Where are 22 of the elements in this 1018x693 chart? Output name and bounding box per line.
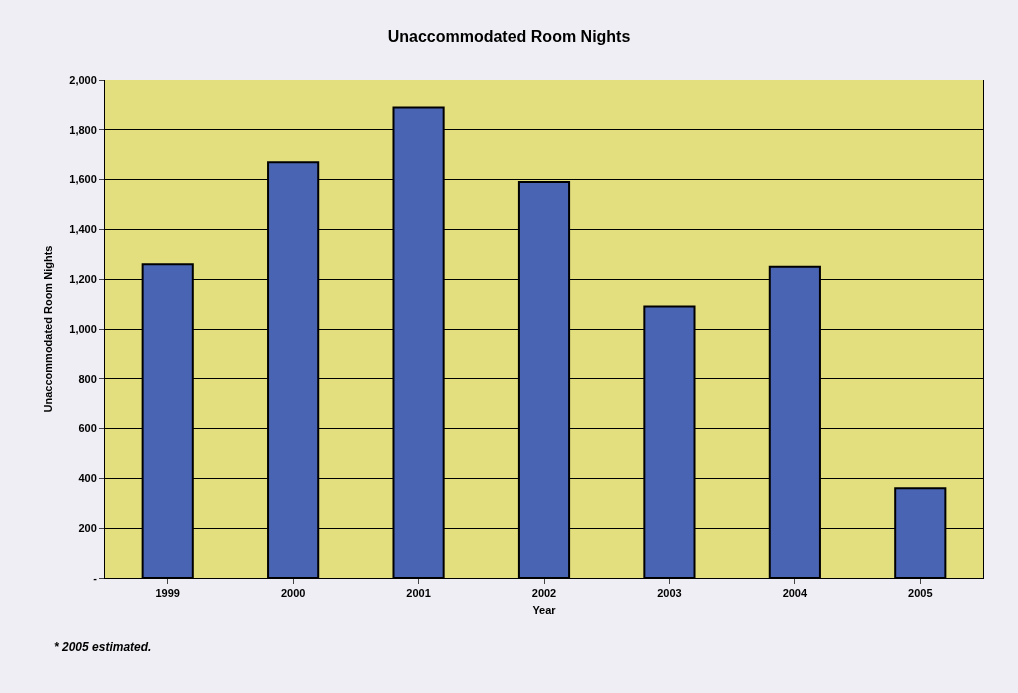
x-tick-label: 2000: [280, 587, 306, 600]
y-tick-label: 400: [78, 472, 97, 485]
text: * 2005 estimated.: [54, 640, 152, 654]
y-tick-label: 600: [78, 422, 97, 435]
y-tick-label: 1,600: [69, 173, 97, 186]
y-axis-title: Unaccommodated Room Nights: [41, 245, 54, 413]
y-tick-label: 1,800: [69, 123, 97, 136]
y-tick-label: 200: [78, 522, 97, 535]
chart-title: Unaccommodated Room Nights: [387, 28, 631, 46]
x-tick-label: 2002: [531, 587, 557, 600]
x-tick-label: 2005: [908, 587, 933, 600]
y-tick-label: 800: [78, 372, 97, 385]
y-tick-label: 1,000: [69, 322, 97, 335]
x-tick-label: 2003: [657, 587, 682, 600]
y-tick-label: 1,400: [69, 223, 97, 236]
y-tick-label: 1,200: [69, 273, 97, 286]
x-tick-label: 2004: [782, 587, 808, 600]
y-tick-label: -: [93, 571, 98, 584]
x-axis-title: Year: [532, 604, 557, 617]
y-tick-label: 2,000: [69, 73, 97, 86]
x-tick-label: 1999: [155, 587, 180, 600]
x-tick-label: 2001: [406, 587, 431, 600]
